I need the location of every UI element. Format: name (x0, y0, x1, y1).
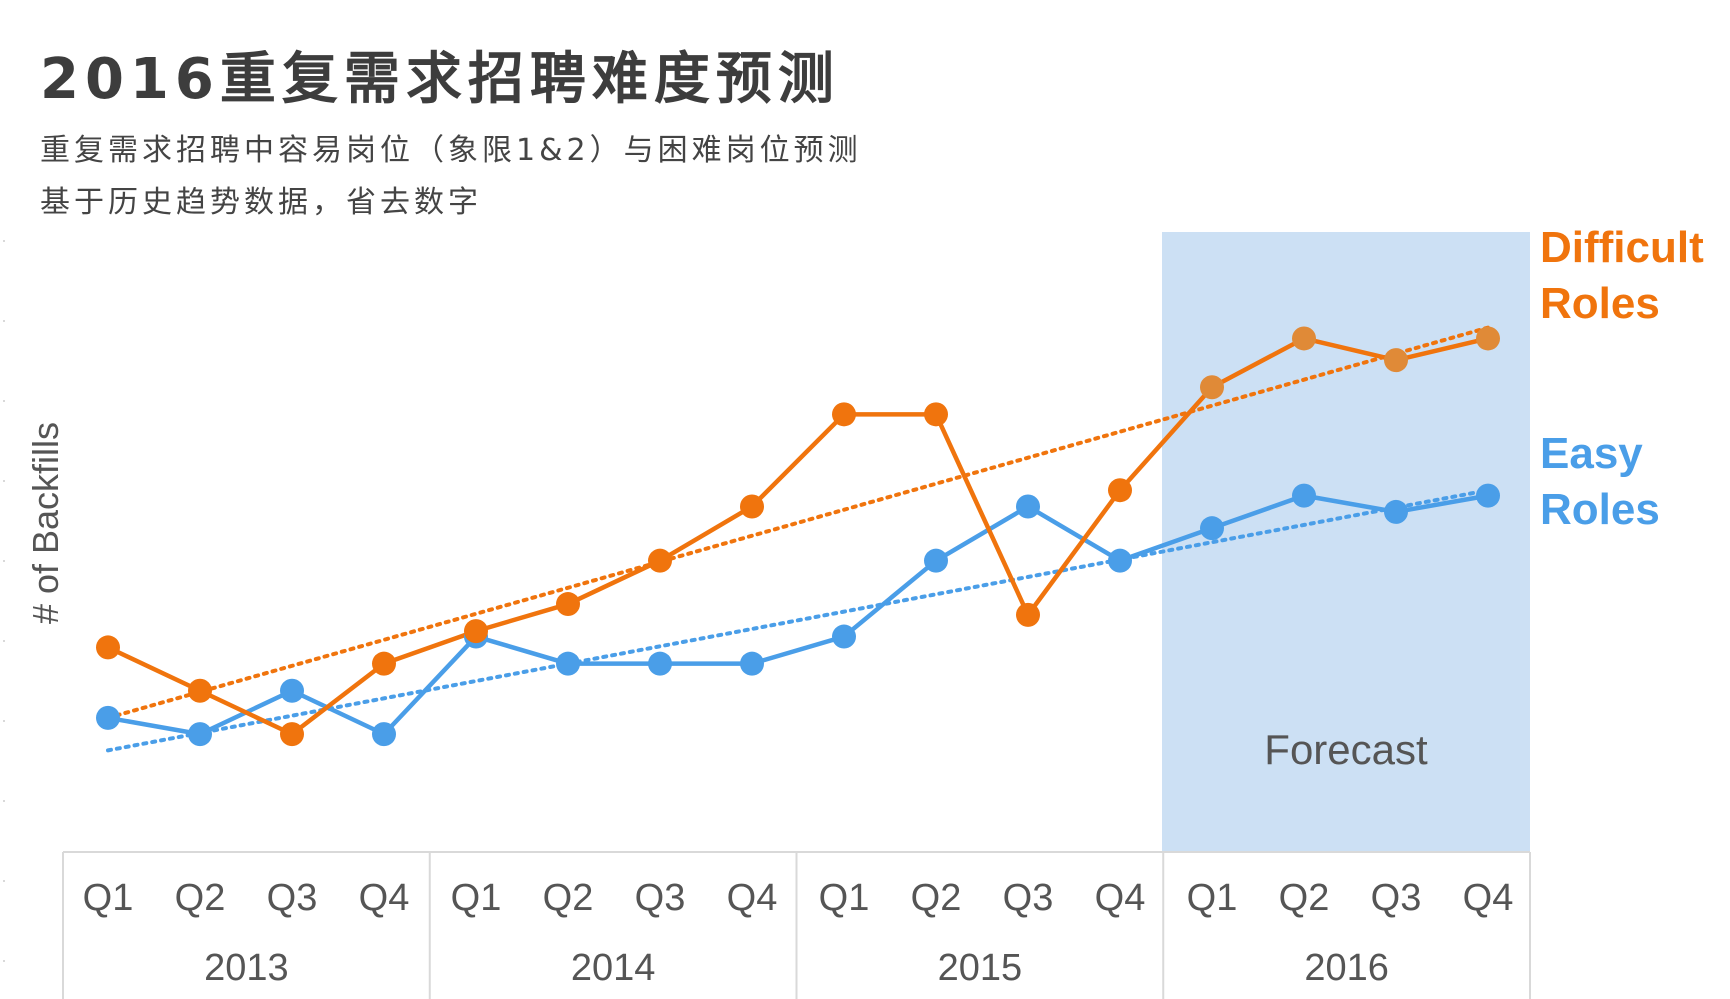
x-tick-label-quarter: Q3 (1003, 877, 1054, 919)
series-points (96, 326, 1500, 747)
chart-title: 2016重复需求招聘难度预测 (40, 47, 840, 112)
chart-subtitle-line-2: 基于历史趋势数据，省去数字 (40, 185, 482, 220)
data-point (740, 651, 764, 676)
series-line (105, 493, 1491, 737)
trend-lines (106, 325, 1490, 753)
data-point (1016, 494, 1040, 519)
data-point (372, 722, 396, 747)
legend-label: Easy (1540, 429, 1643, 478)
data-point (1200, 375, 1224, 400)
x-tick-label-quarter: Q3 (635, 877, 686, 919)
data-point (648, 651, 672, 676)
data-point (832, 624, 856, 649)
legend-label: Roles (1540, 279, 1660, 328)
data-point (96, 705, 120, 730)
data-point (1384, 499, 1408, 524)
x-tick-label-quarter: Q2 (1279, 877, 1330, 919)
data-point (464, 619, 488, 644)
data-point (1476, 326, 1500, 351)
data-point (1016, 602, 1040, 627)
x-tick-label-quarter: Q1 (819, 877, 870, 919)
x-tick-label-year: 2015 (938, 947, 1023, 989)
data-point (96, 635, 120, 660)
x-tick-label-quarter: Q3 (1371, 877, 1422, 919)
x-tick-label-year: 2014 (571, 947, 656, 989)
x-tick-label-quarter: Q4 (727, 877, 778, 919)
data-point (188, 722, 212, 747)
data-point (740, 494, 764, 519)
x-tick-label-year: 2013 (204, 947, 289, 989)
x-tick-label-quarter: Q2 (175, 877, 226, 919)
x-tick-label-quarter: Q1 (1187, 877, 1238, 919)
data-point (188, 678, 212, 703)
x-tick-label-quarter: Q4 (359, 877, 410, 919)
legend: Difficult Roles Easy Roles (1540, 223, 1704, 534)
x-tick-label-quarter: Q2 (911, 877, 962, 919)
data-point (556, 592, 580, 617)
x-axis-ticks: Q1 Q2 Q3 Q4 Q1 Q2 Q3 Q4 Q1 Q2 Q3 Q4 Q1 Q2 Q3 Q4 2013 2014… (83, 877, 1514, 989)
data-point (1108, 478, 1132, 503)
data-point (1200, 516, 1224, 541)
data-point (1384, 348, 1408, 373)
chart-subtitle-line-1: 重复需求招聘中容易岗位（象限1&2）与困难岗位预测 (40, 133, 862, 168)
data-point (280, 678, 304, 703)
legend-label: Roles (1540, 485, 1660, 534)
x-tick-label-year: 2016 (1304, 947, 1389, 989)
x-tick-label-quarter: Q4 (1463, 877, 1514, 919)
data-point (1292, 326, 1316, 351)
trend-line (106, 325, 1490, 720)
series-line (105, 336, 1491, 737)
x-tick-label-quarter: Q2 (543, 877, 594, 919)
data-point (1476, 483, 1500, 508)
data-point (924, 548, 948, 573)
x-tick-label-quarter: Q3 (267, 877, 318, 919)
series-lines (105, 336, 1491, 737)
forecast-label: Forecast (1264, 726, 1428, 773)
y-axis-label: # of Backfills (25, 422, 66, 624)
x-tick-label-quarter: Q1 (83, 877, 134, 919)
data-point (556, 651, 580, 676)
data-point (372, 651, 396, 676)
trend-line (106, 488, 1490, 753)
data-point (280, 722, 304, 747)
x-tick-label-quarter: Q1 (451, 877, 502, 919)
axis-grid (3, 240, 1531, 999)
data-point (924, 402, 948, 427)
data-point (648, 548, 672, 573)
data-point (832, 402, 856, 427)
x-tick-label-quarter: Q4 (1095, 877, 1146, 919)
data-point (1108, 548, 1132, 573)
data-point (1292, 483, 1316, 508)
legend-label: Difficult (1540, 223, 1704, 272)
